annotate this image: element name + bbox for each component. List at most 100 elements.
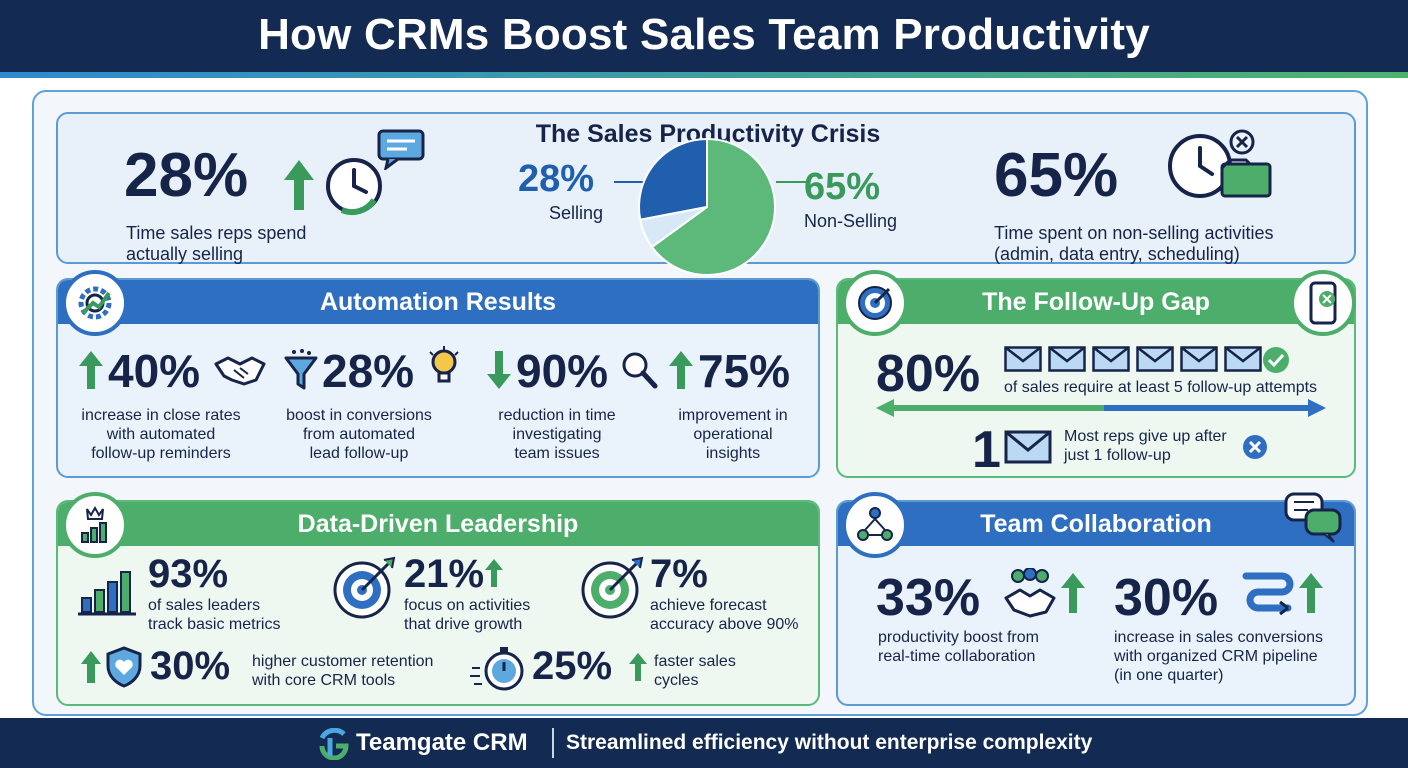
leadership-desc-5b: cycles	[654, 672, 699, 689]
crisis-panel: The Sales Productivity Crisis 28% Time s…	[56, 112, 1356, 276]
automation-desc-4b: operational	[693, 426, 773, 443]
pie-leader-left	[614, 181, 644, 183]
magnifier-icon	[622, 352, 658, 389]
up-arrow-icon	[1299, 573, 1323, 613]
chat-bubble-icon	[377, 129, 425, 170]
automation-value-4: 75%	[698, 345, 791, 397]
pie-selling-label: Selling	[549, 203, 604, 223]
target-icon	[842, 270, 908, 336]
pie-slice-non-selling	[650, 137, 776, 276]
bar-chart-icon	[78, 571, 136, 616]
up-arrow-icon	[284, 160, 314, 210]
up-arrow-icon	[629, 653, 647, 681]
automation-desc-1b: with automated	[106, 426, 216, 443]
lightbulb-icon	[429, 346, 459, 383]
crisis-right-desc-2: (admin, data entry, scheduling)	[994, 244, 1240, 264]
header-accent-line	[0, 72, 1408, 78]
collaboration-desc-2a: increase in sales conversions	[1114, 629, 1323, 646]
crisis-left-desc-1: Time sales reps spend	[126, 223, 307, 243]
up-arrow-icon	[1061, 573, 1085, 613]
page-title: How CRMs Boost Sales Team Productivity	[258, 10, 1150, 59]
team-icon	[842, 492, 908, 558]
footer-tagline: Streamlined efficiency without enterpris…	[566, 731, 1093, 754]
envelope-icon	[1004, 430, 1052, 464]
automation-desc-1a: increase in close rates	[81, 407, 241, 424]
automation-desc-4c: insights	[705, 445, 761, 462]
pie-chart	[638, 137, 776, 276]
crown-chart-icon	[62, 492, 128, 558]
followup-one-desc-1: Most reps give up after	[1064, 428, 1227, 445]
envelope-icon	[1136, 346, 1174, 372]
leadership-value-3: 7%	[650, 552, 708, 596]
pie-leader-right	[776, 181, 806, 183]
pipeline-icon	[1242, 572, 1294, 616]
dartboard-icon	[333, 556, 396, 619]
followup-one: 1	[972, 421, 1001, 479]
collaboration-desc-2b: with organized CRM pipeline	[1114, 648, 1318, 665]
automation-panel: Automation Results 40% increase in close…	[56, 278, 820, 478]
main-frame: The Sales Productivity Crisis 28% Time s…	[32, 90, 1368, 716]
pie-selling-value: 28%	[518, 158, 595, 200]
timer-icon	[470, 647, 524, 691]
collaboration-title: Team Collaboration	[838, 502, 1354, 546]
leadership-desc-2a: focus on activities	[404, 597, 531, 614]
collaboration-desc-1b: real-time collaboration	[878, 648, 1036, 665]
automation-desc-3c: team issues	[514, 445, 600, 462]
heart-shield-icon	[106, 646, 142, 688]
leadership-value-1: 93%	[148, 552, 229, 596]
followup-title: The Follow-Up Gap	[838, 280, 1354, 324]
pie-slice-selling	[638, 137, 708, 221]
automation-desc-3a: reduction in time	[498, 407, 616, 424]
leadership-desc-1b: track basic metrics	[148, 616, 281, 633]
automation-value-3: 90%	[516, 345, 609, 397]
chat-bubbles-icon	[1284, 492, 1342, 543]
gear-chart-icon	[62, 270, 128, 336]
leadership-desc-2b: that drive growth	[404, 616, 523, 633]
envelope-row	[1004, 346, 1304, 374]
collaboration-value-1: 33%	[876, 569, 981, 627]
followup-panel: The Follow-Up Gap 80% of sales require a…	[836, 278, 1356, 479]
footer-bar: Teamgate CRM Streamlined efficiency with…	[0, 718, 1408, 768]
envelope-icon	[1004, 346, 1042, 372]
funnel-icon	[284, 349, 318, 390]
collaboration-desc-2c: (in one quarter)	[1114, 667, 1224, 684]
up-arrow-icon	[79, 351, 103, 389]
automation-desc-2c: lead follow-up	[309, 445, 409, 462]
leadership-desc-3a: achieve forecast	[650, 597, 767, 614]
up-arrow-icon	[81, 651, 101, 683]
leadership-desc-5a: faster sales	[654, 653, 736, 670]
up-arrow-icon	[485, 559, 503, 587]
clock-folder-icon	[1168, 129, 1272, 198]
bullseye-icon	[581, 556, 644, 619]
automation-desc-1c: follow-up reminders	[91, 445, 231, 462]
up-arrow-icon	[669, 351, 693, 389]
phone-icon	[1290, 270, 1356, 336]
leadership-desc-1a: of sales leaders	[148, 597, 261, 614]
collaboration-desc-1a: productivity boost from	[878, 629, 1039, 646]
automation-desc-2b: from automated	[302, 426, 416, 443]
crisis-left-desc-2: actually selling	[126, 244, 244, 264]
crisis-left-stat: 28%	[124, 141, 249, 210]
leadership-value-2: 21%	[404, 552, 485, 596]
envelope-icon	[1224, 346, 1262, 372]
stopwatch-icon	[326, 158, 382, 215]
leadership-title: Data-Driven Leadership	[58, 502, 818, 546]
down-arrow-icon	[487, 351, 511, 389]
automation-value-2: 28%	[322, 345, 415, 397]
double-arrow	[876, 399, 1326, 417]
followup-stat: 80%	[876, 345, 981, 403]
automation-desc-3b: investigating	[512, 426, 602, 443]
footer-brand: Teamgate CRM	[356, 729, 528, 756]
header-banner: How CRMs Boost Sales Team Productivity	[0, 0, 1408, 78]
leadership-desc-3b: accuracy above 90%	[650, 616, 799, 633]
collaboration-value-2: 30%	[1114, 569, 1219, 627]
automation-desc-4a: improvement in	[678, 407, 788, 424]
followup-stat-desc: of sales require at least 5 follow-up at…	[1004, 379, 1318, 396]
team-handshake-icon	[1004, 568, 1056, 618]
close-icon	[1243, 435, 1267, 459]
crisis-right-desc-1: Time spent on non-selling activities	[994, 223, 1274, 243]
leadership-desc-4a: higher customer retention	[252, 653, 434, 670]
envelope-icon	[1092, 346, 1130, 372]
pie-slice-other	[639, 206, 708, 249]
envelope-icon	[1180, 346, 1218, 372]
